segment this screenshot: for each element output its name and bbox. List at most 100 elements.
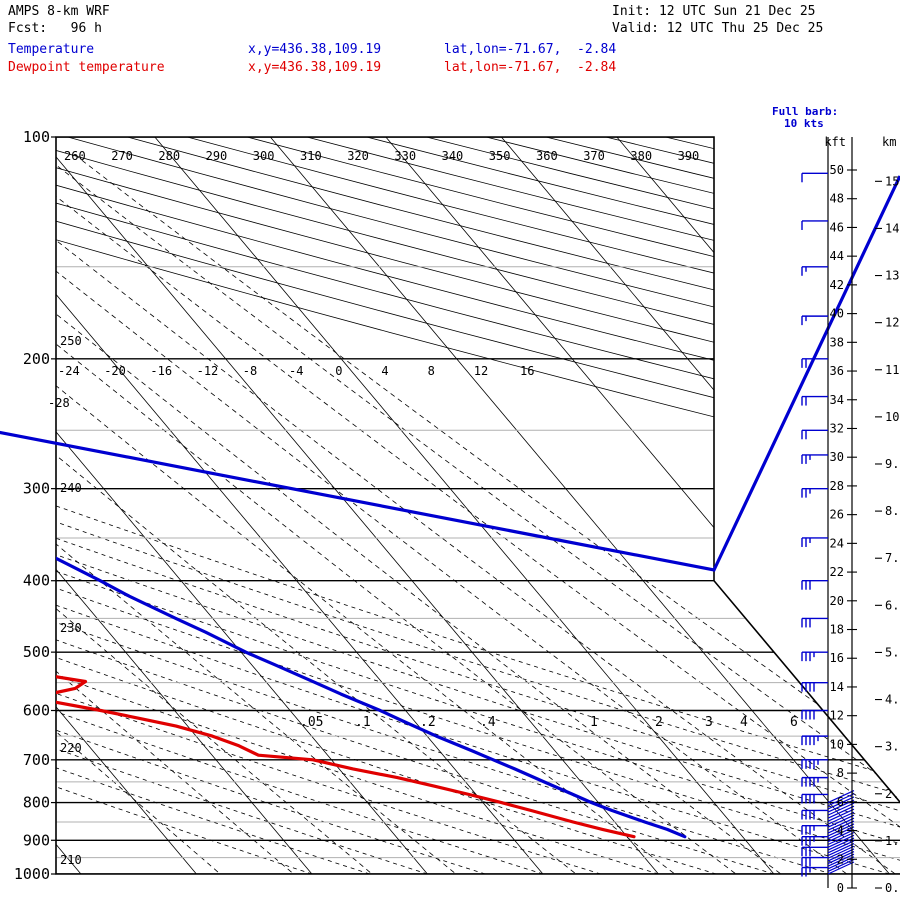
wind-barb <box>801 836 828 846</box>
wind-barb <box>827 808 855 822</box>
km-tick-label: 2. <box>885 787 899 801</box>
kft-tick-label: 18 <box>830 623 844 637</box>
wind-barb <box>801 617 828 628</box>
km-axis-title: km <box>882 135 896 149</box>
temperature-profile-extension <box>0 175 900 572</box>
km-tick-label: 8. <box>885 504 899 518</box>
mixing-ratio-lines <box>56 152 900 874</box>
dewpoint-profile-line <box>56 137 636 839</box>
legend-dewpoint-xy: x,y=436.38,109.19 <box>248 60 382 75</box>
theta-top-label: 320 <box>347 149 369 163</box>
temp-scale-label: -12 <box>197 364 219 378</box>
pressure-tick-label: 500 <box>23 643 50 661</box>
legend-temperature-latlon: lat,lon=-71.67, -2.84 <box>444 42 617 57</box>
wind-barb <box>801 220 828 230</box>
kft-tick-label: 30 <box>830 450 844 464</box>
pressure-tick-label: 300 <box>23 480 50 498</box>
wind-barb <box>801 487 828 498</box>
kft-tick-label: 14 <box>830 680 844 694</box>
legend-temperature-label: Temperature <box>8 42 95 57</box>
wind-barb <box>801 580 828 590</box>
wind-barb <box>801 709 828 720</box>
theta-top-label: 270 <box>111 149 133 163</box>
kft-tick-label: 4 <box>837 824 844 838</box>
wind-barb <box>801 776 828 787</box>
wind-barb <box>801 172 828 183</box>
temp-scale-label-extra: -28 <box>48 396 70 410</box>
wind-barb <box>827 829 855 843</box>
temp-scale-label: 4 <box>381 364 388 378</box>
wind-barb <box>827 848 855 862</box>
theta-left-label: 240 <box>60 481 82 495</box>
wind-barb <box>827 814 855 828</box>
kft-tick-label: 2 <box>837 852 844 866</box>
pressure-tick-label: 1000 <box>14 865 50 883</box>
km-tick-label: 3. <box>885 740 899 754</box>
kft-tick-label: 12 <box>830 709 844 723</box>
pressure-tick-label: 400 <box>23 572 50 590</box>
km-tick-label: 13. <box>885 269 900 283</box>
theta-top-label: 300 <box>253 149 275 163</box>
mixing-ratio-label: .4 <box>480 715 496 730</box>
wind-barb <box>801 266 828 276</box>
plot-frame <box>55 136 900 875</box>
wind-barb <box>827 853 855 867</box>
wind-barb <box>827 817 855 831</box>
km-tick-label: 1. <box>885 834 899 848</box>
wind-barb <box>801 793 828 804</box>
kft-tick-label: 20 <box>830 594 844 608</box>
theta-top-label: 360 <box>536 149 558 163</box>
temp-scale-label: -16 <box>150 364 172 378</box>
km-tick-label: 4. <box>885 693 899 707</box>
barb-legend-line1: Full barb: <box>772 105 839 118</box>
wind-barb <box>827 805 855 819</box>
km-tick-label: 7. <box>885 551 899 565</box>
kft-tick-label: 34 <box>830 393 844 407</box>
km-tick-label: 14. <box>885 221 900 235</box>
pressure-tick-label: 200 <box>23 350 50 368</box>
kft-tick-label: 38 <box>830 335 844 349</box>
km-tick-label: 6. <box>885 598 899 612</box>
wind-barb <box>827 790 855 804</box>
legend-temperature-xy: x,y=436.38,109.19 <box>248 42 382 57</box>
wind-barb <box>827 837 855 851</box>
wind-barb <box>827 820 855 834</box>
temp-scale-label: 0 <box>335 364 342 378</box>
pressure-tick-label: 800 <box>23 794 50 812</box>
wind-barb <box>827 845 855 859</box>
pressure-tick-label: 700 <box>23 751 50 769</box>
theta-top-label: 390 <box>678 149 700 163</box>
wind-barb <box>801 315 828 326</box>
wind-barb <box>827 793 855 807</box>
wind-barb <box>801 846 828 857</box>
theta-top-label: 330 <box>394 149 416 163</box>
temp-scale-label: -20 <box>104 364 126 378</box>
wind-barb <box>827 796 855 810</box>
kft-tick-label: 36 <box>830 364 844 378</box>
kft-tick-label: 22 <box>830 565 844 579</box>
sounding-profiles <box>56 137 687 839</box>
temp-scale-label: -8 <box>243 364 257 378</box>
mixing-ratio-label: .2 <box>420 715 436 730</box>
pressure-tick-label: 900 <box>23 831 50 849</box>
wind-barb <box>827 858 855 872</box>
km-tick-label: 11. <box>885 363 900 377</box>
kft-tick-label: 32 <box>830 421 844 435</box>
wind-barb <box>827 823 855 837</box>
temp-scale-label: 12 <box>474 364 488 378</box>
theta-top-label: 340 <box>442 149 464 163</box>
kft-tick-label: 48 <box>830 192 844 206</box>
km-tick-label: 10. <box>885 410 900 424</box>
kft-tick-label: 42 <box>830 278 844 292</box>
theta-left-label: 230 <box>60 621 82 635</box>
kft-axis-title: kft <box>824 135 846 149</box>
wind-barb <box>827 840 855 854</box>
mixing-ratio-label: .1 <box>355 715 371 730</box>
mixing-ratio-label: 3 <box>705 715 713 730</box>
mixing-ratio-label: 4 <box>740 715 748 730</box>
wind-barb-column <box>0 137 900 888</box>
temp-scale-label: -4 <box>289 364 303 378</box>
temp-scale-label: 8 <box>428 364 435 378</box>
isobar-major-lines <box>56 137 900 874</box>
